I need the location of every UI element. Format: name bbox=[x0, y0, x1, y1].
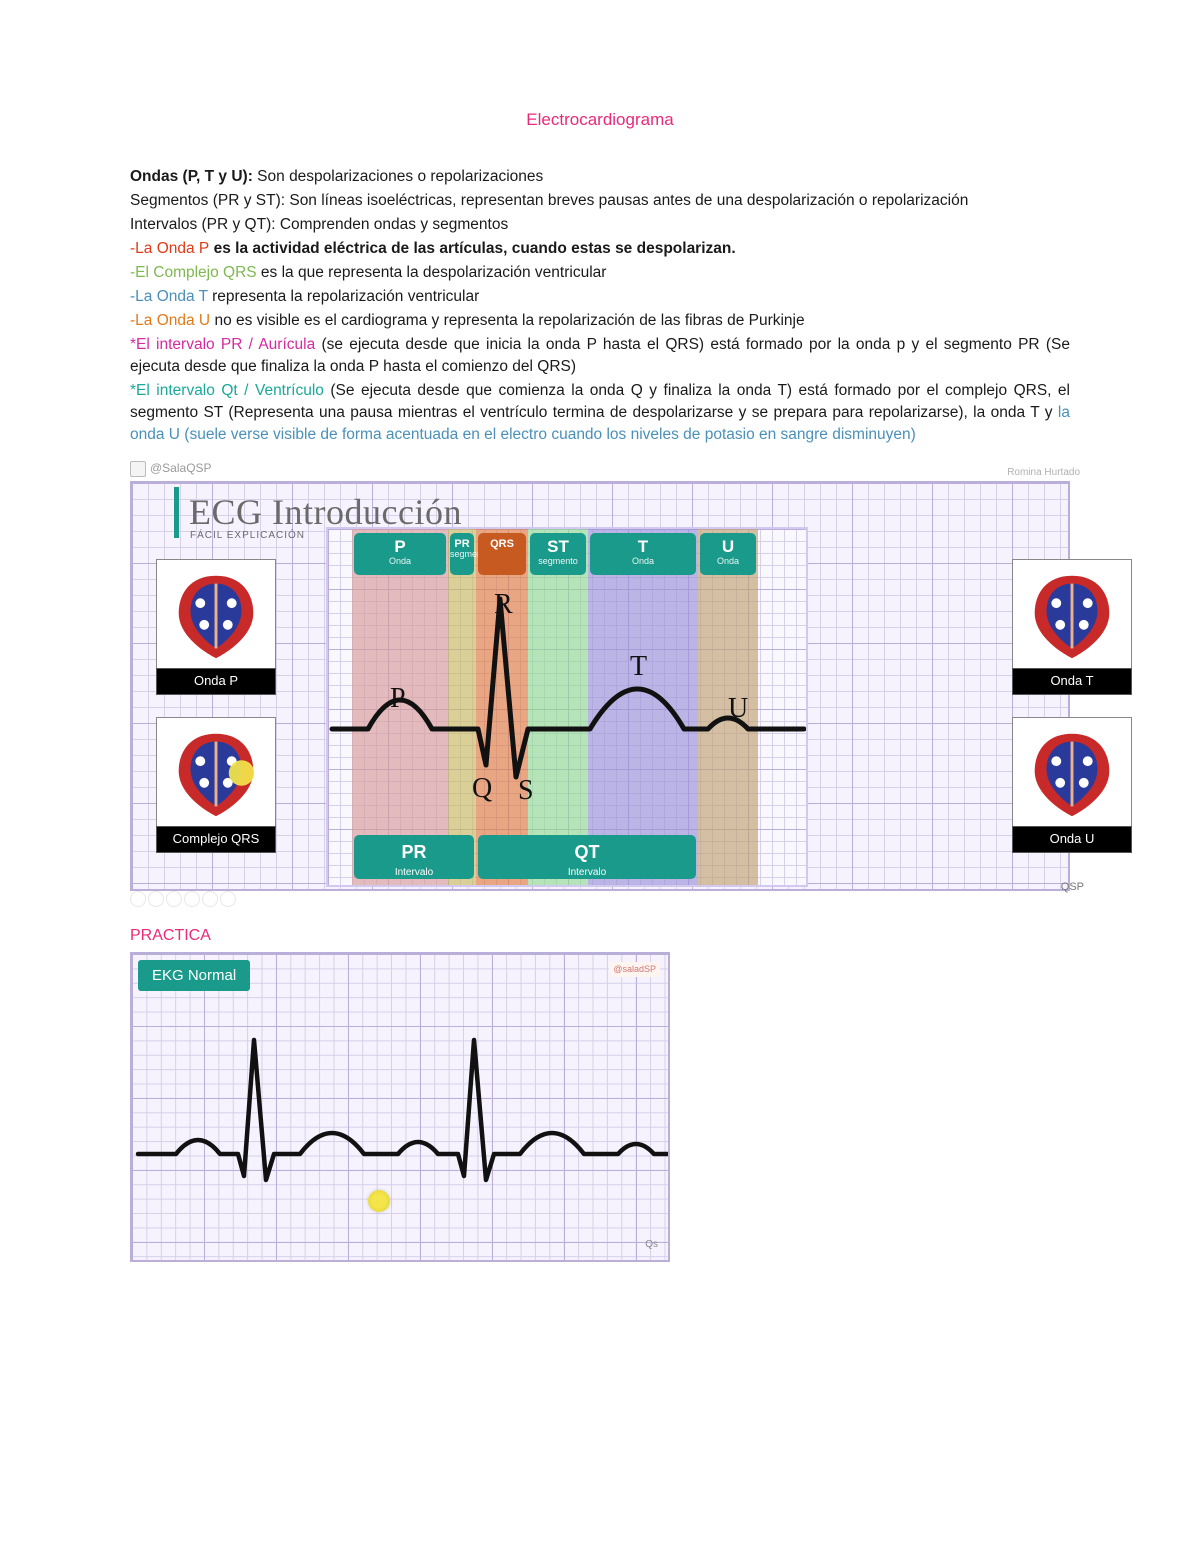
qsp-mark: Qs bbox=[645, 1238, 658, 1252]
handle-icon bbox=[202, 891, 218, 907]
page-title: Electrocardiograma bbox=[130, 108, 1070, 132]
wave-letter-p: P bbox=[390, 679, 406, 719]
heart-card-onda-t: Onda T bbox=[1012, 559, 1132, 694]
heart-label: Complejo QRS bbox=[156, 826, 276, 852]
square-icon bbox=[130, 461, 146, 477]
line-complejo-qrs: -El Complejo QRS es la que representa la… bbox=[130, 262, 1070, 284]
figure-ekg-normal: EKG Normal @saladSP Qs bbox=[130, 952, 670, 1262]
line-onda-p: -La Onda P es la actividad eléctrica de … bbox=[130, 238, 1070, 260]
line-intervalo-pr: *El intervalo PR / Aurícula (se ejecuta … bbox=[130, 334, 1070, 378]
ekg-trace bbox=[132, 954, 668, 1260]
top-label-qrs: QRS bbox=[478, 533, 526, 575]
watermark-right: Romina Hurtado bbox=[1007, 466, 1080, 480]
handle-icon bbox=[148, 891, 164, 907]
top-label-u: UOnda bbox=[700, 533, 756, 575]
heart-card-complejo-qrs: Complejo QRS bbox=[156, 717, 276, 852]
top-label-p: POnda bbox=[354, 533, 446, 575]
heart-icon bbox=[156, 717, 276, 827]
top-label-pr: PRsegmento bbox=[450, 533, 474, 575]
wave-letter-u: U bbox=[728, 689, 748, 729]
ecg-chart: P R QS T U POndaPRsegmentoQRSSTsegmentoTOnda… bbox=[326, 527, 808, 887]
heart-card-onda-p: Onda P bbox=[156, 559, 276, 694]
wave-letter-r: R bbox=[494, 585, 513, 625]
heart-label: Onda U bbox=[1012, 826, 1132, 852]
interval-label-qt: QTIntervalo bbox=[478, 835, 696, 879]
heart-icon bbox=[1012, 717, 1132, 827]
cursor-dot-icon bbox=[368, 1190, 390, 1212]
line-onda-t: -La Onda T representa la repolarización … bbox=[130, 286, 1070, 308]
line-onda-u: -La Onda U no es visible es el cardiogra… bbox=[130, 310, 1070, 332]
line-ondas: Ondas (P, T y U): Son despolarizaciones … bbox=[130, 166, 1070, 188]
practica-heading: PRACTICA bbox=[130, 925, 1070, 948]
handle-icon bbox=[220, 891, 236, 907]
handle-icon bbox=[184, 891, 200, 907]
handle-icon bbox=[130, 891, 146, 907]
line-intervalos: Intervalos (PR y QT): Comprenden ondas y… bbox=[130, 214, 1070, 236]
heart-label: Onda P bbox=[156, 668, 276, 694]
heart-label: Onda T bbox=[1012, 668, 1132, 694]
heart-card-onda-u: Onda U bbox=[1012, 717, 1132, 852]
watermark-left: @SalaQSP bbox=[130, 460, 1070, 477]
line-intervalo-qt: *El intervalo Qt / Ventrículo (Se ejecut… bbox=[130, 380, 1070, 446]
handle-icon bbox=[166, 891, 182, 907]
top-label-t: TOnda bbox=[590, 533, 696, 575]
body-text: Ondas (P, T y U): Son despolarizaciones … bbox=[130, 166, 1070, 446]
intro-subtitle: FÁCIL EXPLICACIÓN bbox=[190, 529, 305, 543]
figure-ecg-intro: ECG Introducción FÁCIL EXPLICACIÓN Onda … bbox=[130, 481, 1070, 891]
wave-letter-t: T bbox=[630, 647, 647, 687]
wave-letter-q: Q bbox=[472, 769, 492, 809]
line-segmentos: Segmentos (PR y ST): Son líneas isoeléct… bbox=[130, 190, 1070, 212]
heart-icon bbox=[156, 559, 276, 669]
wave-letter-s: S bbox=[518, 771, 534, 811]
document-page: Electrocardiograma Ondas (P, T y U): Son… bbox=[0, 0, 1200, 1553]
interval-label-pr: PRIntervalo bbox=[354, 835, 474, 879]
heart-icon bbox=[1012, 559, 1132, 669]
top-label-st: STsegmento bbox=[530, 533, 586, 575]
figure-1-wrap: @SalaQSP Romina Hurtado ECG Introducción… bbox=[130, 460, 1070, 891]
selection-handles bbox=[130, 891, 1070, 907]
